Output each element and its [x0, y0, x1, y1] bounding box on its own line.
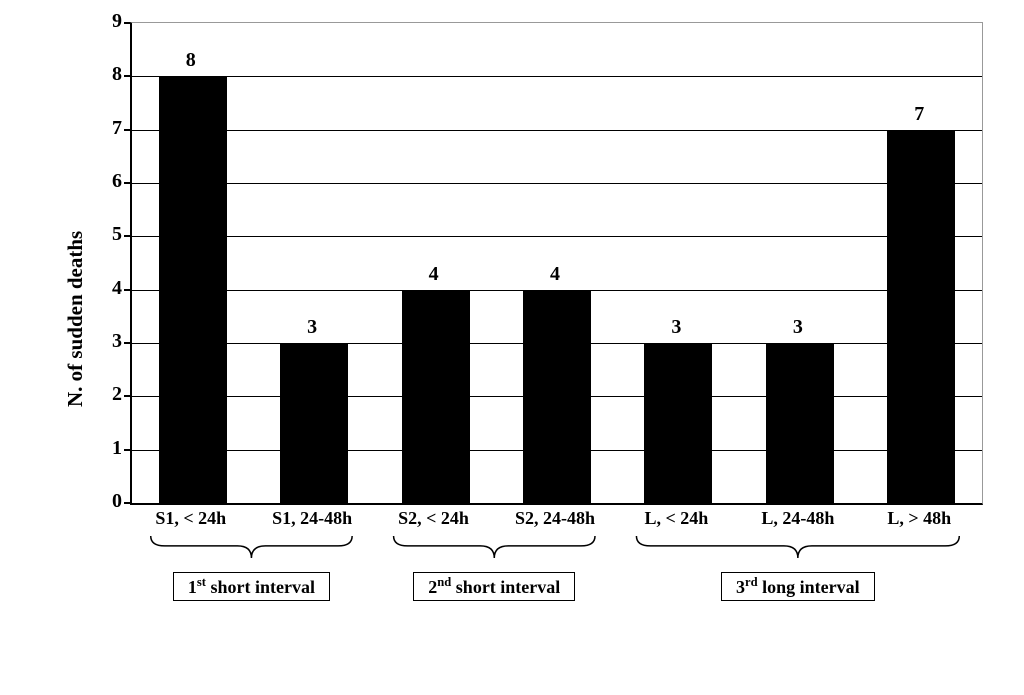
- group-label-post: long interval: [758, 577, 860, 597]
- group-label-pre: 3: [736, 577, 745, 597]
- group-label-sup: rd: [745, 575, 758, 589]
- group-label-sup: st: [197, 575, 206, 589]
- group-label-post: short interval: [451, 577, 560, 597]
- group-label-pre: 2: [428, 577, 437, 597]
- group-label-sup: nd: [437, 575, 451, 589]
- brace-icon: [636, 536, 959, 558]
- group-label-pre: 1: [188, 577, 197, 597]
- brace-icon: [394, 536, 595, 558]
- group-label-post: short interval: [206, 577, 315, 597]
- group-label: 1st short interval: [141, 572, 361, 601]
- brace-icon: [151, 536, 352, 558]
- group-label: 3rd long interval: [688, 572, 908, 601]
- group-label: 2nd short interval: [384, 572, 604, 601]
